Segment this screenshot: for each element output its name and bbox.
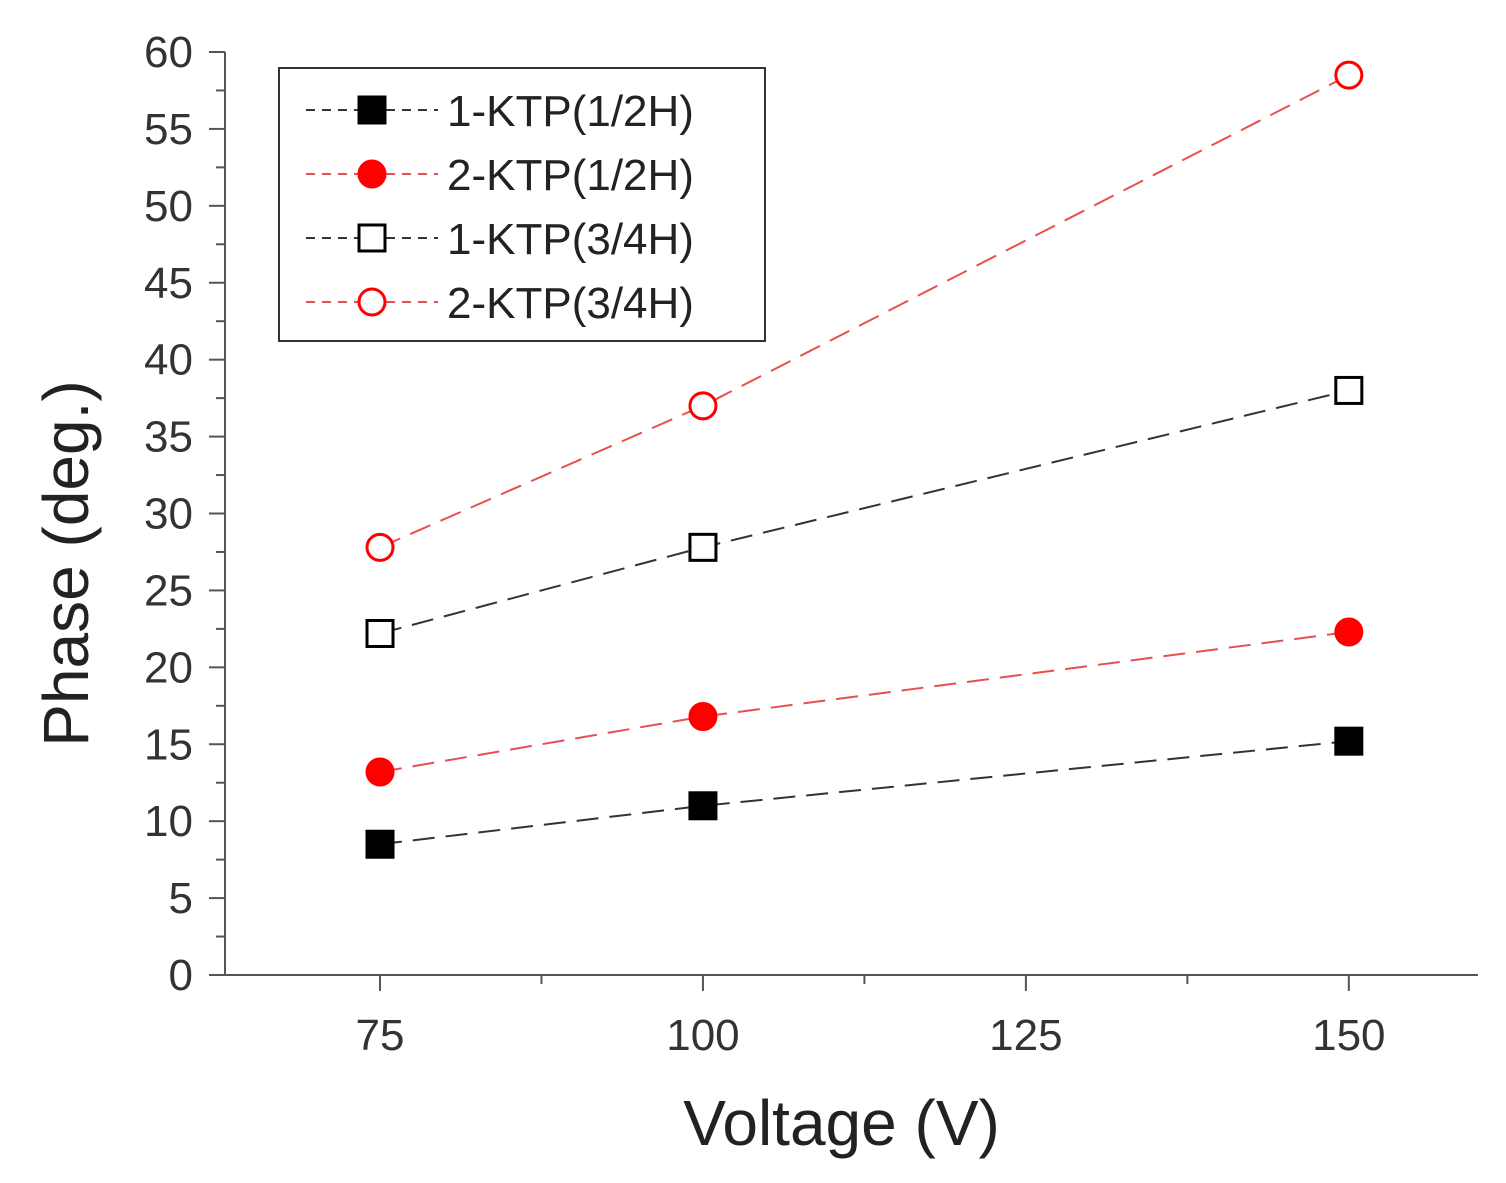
data-point (688, 702, 718, 732)
y-tick-label: 55 (144, 105, 193, 154)
x-tick-label: 150 (1312, 1011, 1385, 1060)
data-point (688, 791, 718, 821)
data-point (1334, 726, 1364, 756)
legend-marker (357, 223, 387, 253)
data-point (1334, 617, 1364, 647)
legend-item-2-ktp-3-4h: 2-KTP(3/4H) (306, 279, 694, 328)
y-tick-label: 35 (144, 413, 193, 462)
x-tick-label: 100 (666, 1011, 739, 1060)
y-tick-label: 0 (169, 951, 193, 1000)
legend-label: 1-KTP(1/2H) (447, 87, 694, 136)
series-1-ktp-1-2h (365, 726, 1364, 859)
data-series (365, 60, 1364, 859)
legend-item-1-ktp-3-4h: 1-KTP(3/4H) (306, 215, 694, 264)
legend-label: 1-KTP(3/4H) (447, 215, 694, 264)
data-point (1334, 60, 1364, 90)
series-line (379, 74, 1350, 549)
data-point (1334, 375, 1364, 405)
y-axis-title: Phase (deg.) (30, 380, 102, 746)
legend-label: 2-KTP(3/4H) (447, 279, 694, 328)
y-ticks: 0 5 10 15 20 25 30 35 40 45 50 55 60 (144, 28, 225, 1000)
series-line (379, 389, 1350, 635)
series-2-ktp-3-4h (365, 60, 1364, 562)
y-tick-label: 50 (144, 182, 193, 231)
y-tick-label: 45 (144, 259, 193, 308)
series-line (379, 740, 1349, 846)
series-1-ktp-3-4h (365, 375, 1364, 648)
legend-item-1-ktp-1-2h: 1-KTP(1/2H) (306, 87, 694, 136)
y-tick-label: 60 (144, 28, 193, 77)
data-point (688, 532, 718, 562)
data-point (365, 757, 395, 787)
y-tick-label: 40 (144, 336, 193, 385)
y-tick-label: 15 (144, 720, 193, 769)
legend-marker (357, 159, 387, 189)
legend-label: 2-KTP(1/2H) (447, 151, 694, 200)
legend-marker (357, 287, 387, 317)
y-tick-label: 25 (144, 566, 193, 615)
x-ticks: 75 100 125 150 (356, 975, 1386, 1060)
legend: 1-KTP(1/2H) 2-KTP(1/2H) 1-KTP(3/4H) 2-KTP(3… (278, 67, 766, 342)
legend-item-2-ktp-1-2h: 2-KTP(1/2H) (306, 151, 694, 200)
y-tick-label: 5 (169, 874, 193, 923)
series-2-ktp-1-2h (365, 617, 1364, 787)
data-point (365, 829, 395, 859)
x-axis-title: Voltage (V) (683, 1087, 1000, 1159)
y-tick-label: 30 (144, 490, 193, 539)
y-tick-label: 10 (144, 797, 193, 846)
legend-marker (357, 95, 387, 125)
data-point (365, 618, 395, 648)
series-line (379, 630, 1349, 773)
x-tick-label: 125 (989, 1011, 1062, 1060)
y-tick-label: 20 (144, 643, 193, 692)
data-point (365, 532, 395, 562)
x-tick-label: 75 (356, 1011, 405, 1060)
data-point (688, 391, 718, 421)
